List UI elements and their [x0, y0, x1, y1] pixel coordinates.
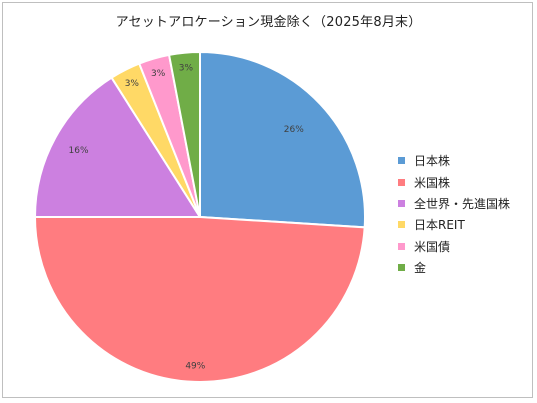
pie-slice-zensekai-senshinkoku-kabu: [33, 76, 202, 218]
legend-swatch-nihon-reit: [398, 221, 405, 229]
pie-slice-kin: [167, 50, 201, 218]
chart-title: アセットアロケーション現金除く（2025年8月末）: [115, 15, 422, 30]
data-label-nihon-kabu: 26%: [284, 125, 304, 135]
legend-swatch-beikoku-sai: [398, 242, 405, 250]
legend-label-beikoku-sai: 米国債: [414, 239, 451, 254]
pie-data-labels: 26% 49% 16% 3% 3% 3%: [69, 64, 305, 372]
legend-swatch-nihon-kabu: [398, 157, 405, 165]
chart-legend: 日本株米国株全世界・先進国株 日本REIT 米国債金: [398, 150, 510, 278]
legend-swatch-kin: [398, 264, 405, 272]
pie-slice-nihon-kabu: [199, 50, 366, 229]
pie-slices: [33, 50, 366, 383]
data-label-beikoku-sai: 3%: [151, 69, 166, 79]
legend-item-beikoku-sai: 米国債: [398, 236, 510, 257]
data-label-kin: 3%: [179, 64, 194, 74]
legend-label-nihon-kabu: 日本株: [414, 154, 451, 169]
legend-item-nihon-kabu: 日本株: [398, 150, 510, 171]
legend-label-kin: 金: [414, 261, 427, 276]
data-label-nihon-reit: 3%: [125, 79, 140, 89]
legend-item-zensekai-senshinkoku-kabu: 全世界・先進国株: [398, 193, 510, 214]
data-label-zensekai-senshinkoku-kabu: 16%: [69, 146, 89, 156]
legend-item-beikoku-kabu: 米国株: [398, 171, 510, 192]
legend-item-nihon-reit: 日本REIT: [398, 214, 510, 235]
legend-swatch-beikoku-kabu: [398, 178, 405, 186]
legend-label-beikoku-kabu: 米国株: [414, 175, 451, 190]
legend-item-kin: 金: [398, 257, 510, 278]
pie-slice-beikoku-kabu: [33, 216, 366, 383]
legend-swatch-zensekai-senshinkoku-kabu: [398, 199, 405, 207]
data-label-beikoku-kabu: 49%: [185, 361, 205, 371]
legend-label-nihon-reit: 日本REIT: [414, 218, 465, 233]
legend-label-zensekai-senshinkoku-kabu: 全世界・先進国株: [414, 196, 511, 211]
